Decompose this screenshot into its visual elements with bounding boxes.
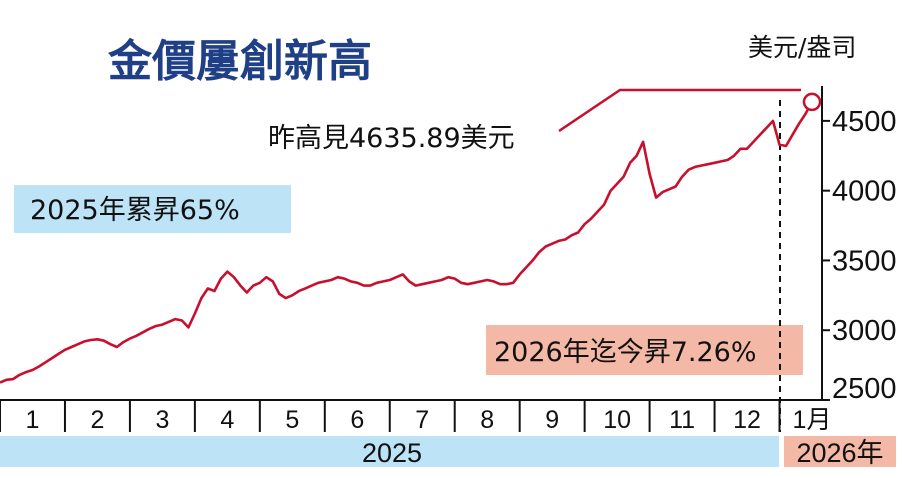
x-tick-label: 1月	[793, 406, 832, 434]
x-tick-label: 7	[415, 406, 429, 434]
x-tick-label: 6	[350, 406, 364, 434]
x-tick-label: 12	[733, 406, 761, 434]
x-tick-label: 11	[669, 406, 695, 434]
ytd-2026-label: 2026年迄今昇7.26%	[494, 337, 757, 368]
x-ticks: 1 2 3 4 5 6 7 8 9 10 11 12 1月	[0, 400, 831, 434]
chart-title: 金價屢創新高	[107, 36, 372, 87]
peak-label: 昨高見4635.89美元	[268, 123, 515, 154]
ytd-2026-box	[486, 325, 803, 375]
y-tick-label: 4000	[832, 176, 897, 208]
y-tick-label: 2500	[832, 373, 897, 405]
y-tick-label: 3000	[832, 315, 897, 347]
year-band-2026	[784, 436, 896, 467]
x-tick-label: 4	[220, 406, 234, 434]
x-tick-label: 5	[285, 406, 299, 434]
year-label-2025: 2025	[362, 438, 422, 468]
y-ticks: 2500 3000 3500 4000 4500	[822, 106, 897, 405]
peak-leader-line	[558, 88, 801, 133]
x-tick-label: 3	[155, 406, 169, 434]
y-tick-label: 4500	[832, 106, 897, 138]
x-tick-label: 9	[545, 406, 559, 434]
gold-price-line	[0, 101, 814, 384]
year-band-2025	[0, 436, 779, 467]
y-tick-label: 3500	[832, 245, 897, 277]
year-label-2026: 2026年	[796, 438, 883, 468]
x-tick-label: 2	[90, 406, 104, 434]
x-tick-label: 1	[26, 406, 40, 434]
peak-marker	[802, 92, 822, 112]
ytd-2025-label: 2025年累昇65%	[30, 195, 240, 226]
ytd-2025-box	[14, 185, 291, 233]
x-tick-label: 8	[480, 406, 494, 434]
unit-label: 美元/盎司	[748, 33, 856, 62]
x-tick-label: 10	[603, 406, 631, 434]
